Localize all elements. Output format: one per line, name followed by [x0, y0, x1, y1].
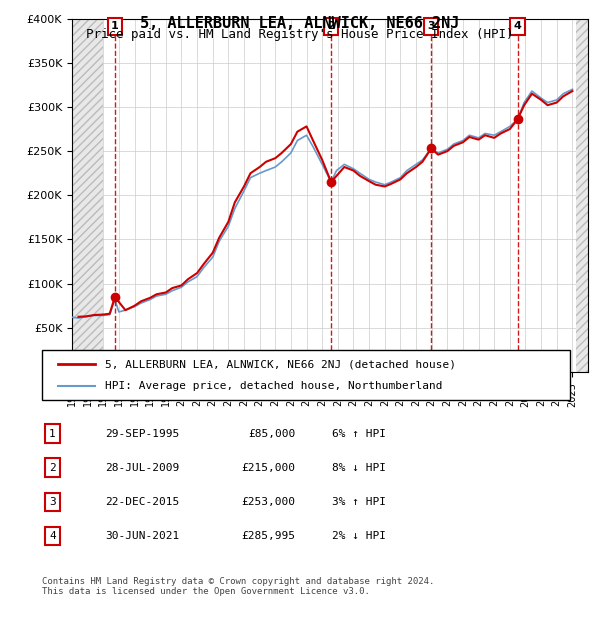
- Text: 2: 2: [49, 463, 56, 473]
- Text: 4: 4: [514, 21, 521, 32]
- FancyBboxPatch shape: [42, 350, 570, 400]
- Text: HPI: Average price, detached house, Northumberland: HPI: Average price, detached house, Nort…: [106, 381, 443, 391]
- Text: 22-DEC-2015: 22-DEC-2015: [106, 497, 179, 507]
- Text: 3: 3: [49, 497, 56, 507]
- Text: 28-JUL-2009: 28-JUL-2009: [106, 463, 179, 473]
- Text: 1: 1: [111, 21, 119, 32]
- Bar: [576, 19, 588, 372]
- Text: 3% ↑ HPI: 3% ↑ HPI: [332, 497, 386, 507]
- Text: 1: 1: [49, 429, 56, 439]
- Text: 5, ALLERBURN LEA, ALNWICK, NE66 2NJ (detached house): 5, ALLERBURN LEA, ALNWICK, NE66 2NJ (det…: [106, 359, 457, 369]
- Text: 5, ALLERBURN LEA, ALNWICK, NE66 2NJ: 5, ALLERBURN LEA, ALNWICK, NE66 2NJ: [140, 16, 460, 30]
- Text: £85,000: £85,000: [248, 429, 295, 439]
- Text: £215,000: £215,000: [241, 463, 295, 473]
- Text: £253,000: £253,000: [241, 497, 295, 507]
- Bar: [72, 19, 103, 372]
- Text: 3: 3: [427, 21, 435, 32]
- Text: 30-JUN-2021: 30-JUN-2021: [106, 531, 179, 541]
- Text: 4: 4: [49, 531, 56, 541]
- Text: 2% ↓ HPI: 2% ↓ HPI: [332, 531, 386, 541]
- Text: 6% ↑ HPI: 6% ↑ HPI: [332, 429, 386, 439]
- Text: £285,995: £285,995: [241, 531, 295, 541]
- Text: Contains HM Land Registry data © Crown copyright and database right 2024.
This d: Contains HM Land Registry data © Crown c…: [42, 577, 434, 596]
- Text: 2: 2: [327, 21, 335, 32]
- Text: Price paid vs. HM Land Registry's House Price Index (HPI): Price paid vs. HM Land Registry's House …: [86, 28, 514, 41]
- Text: 8% ↓ HPI: 8% ↓ HPI: [332, 463, 386, 473]
- Text: 29-SEP-1995: 29-SEP-1995: [106, 429, 179, 439]
